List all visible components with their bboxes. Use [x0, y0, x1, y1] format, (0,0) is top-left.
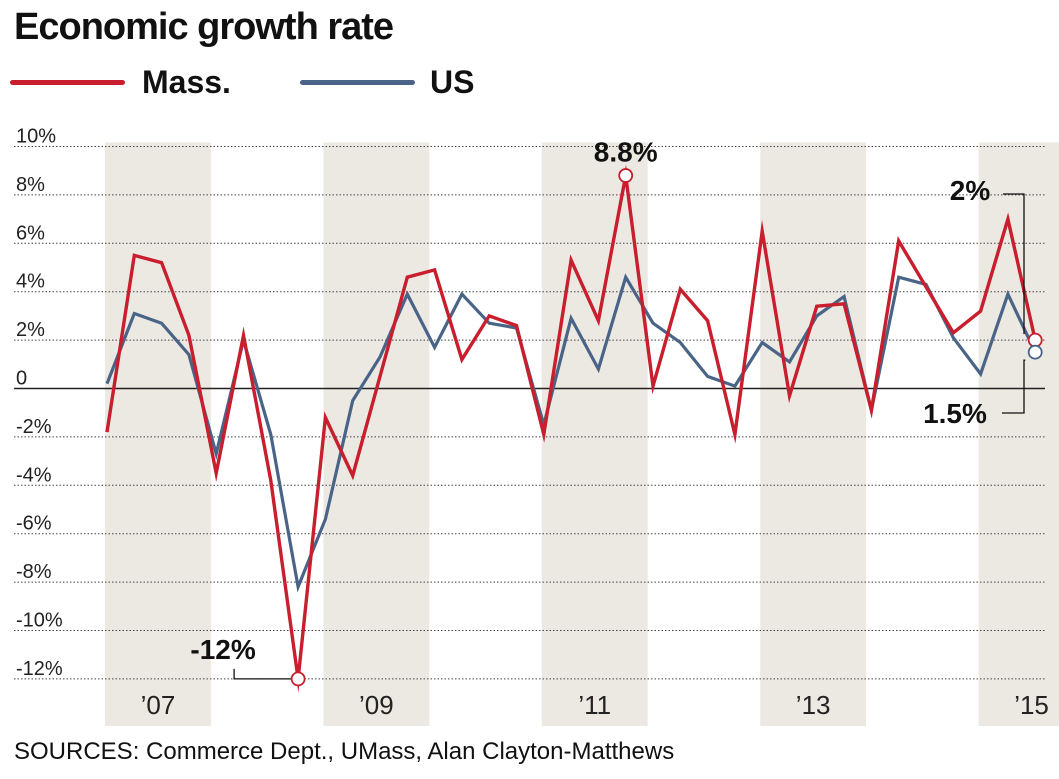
y-axis-tick-labels: 10% 8% 6% 4% 2% 0 -2% -4% -6% -8% -10% -12%	[16, 126, 63, 680]
y-tick-label: -8%	[16, 561, 52, 583]
legend-swatch-mass	[10, 80, 125, 85]
x-tick-label: ’13	[796, 690, 831, 720]
annotations: 8.8% -12% 2% 1.5%	[190, 137, 1043, 687]
y-tick-label: 6%	[16, 222, 45, 244]
y-tick-label: -4%	[16, 464, 52, 486]
x-tick-label: ’15	[1014, 690, 1049, 720]
y-tick-label: 10%	[16, 126, 56, 148]
legend-swatch-us	[300, 80, 415, 85]
series-lines	[105, 164, 1037, 694]
x-tick-label: ’09	[359, 690, 394, 720]
shaded-band-2015	[978, 142, 1059, 726]
y-tick-label: 4%	[16, 271, 45, 293]
callout-marker	[290, 671, 306, 687]
series-line-us	[105, 273, 1037, 593]
legend-item-mass: Mass.	[10, 58, 270, 108]
shaded-band-2013	[760, 142, 867, 726]
legend-label-mass: Mass.	[142, 64, 231, 100]
legend-label-us: US	[430, 64, 475, 100]
legend: Mass. US	[0, 58, 600, 108]
x-tick-label: ’07	[141, 690, 176, 720]
callout-marker	[1027, 344, 1043, 360]
y-tick-label: -12%	[16, 658, 63, 680]
y-tick-label: 2%	[16, 319, 45, 341]
callout-marker	[618, 168, 634, 183]
shaded-band-2011	[541, 142, 648, 726]
legend-item-us: US	[300, 58, 560, 108]
callout-label: -12%	[190, 634, 255, 665]
callout-leader	[1002, 359, 1026, 414]
y-tick-label: -6%	[16, 513, 52, 535]
x-axis-tick-labels: ’07 ’09 ’11 ’13 ’15	[141, 690, 1049, 720]
callout-label: 1.5%	[923, 398, 987, 429]
shaded-year-bands	[105, 142, 1059, 726]
shaded-band-2009	[323, 142, 430, 726]
x-tick-label: ’11	[578, 690, 611, 720]
chart-title: Economic growth rate	[14, 6, 394, 48]
y-tick-label: 0	[16, 368, 27, 390]
source-note: SOURCES: Commerce Dept., UMass, Alan Cla…	[14, 738, 675, 765]
gridlines	[14, 146, 1045, 680]
callout-label: 8.8%	[594, 137, 658, 168]
callout-leader	[1003, 193, 1025, 335]
series-line-mass	[105, 164, 1037, 694]
callout-leader	[233, 668, 293, 680]
callout-marker	[1027, 332, 1043, 348]
y-tick-label: -10%	[16, 610, 63, 632]
y-tick-label: 8%	[16, 174, 45, 196]
shaded-band-2007	[105, 142, 211, 726]
y-tick-label: -2%	[16, 416, 52, 438]
callout-label: 2%	[950, 175, 991, 206]
